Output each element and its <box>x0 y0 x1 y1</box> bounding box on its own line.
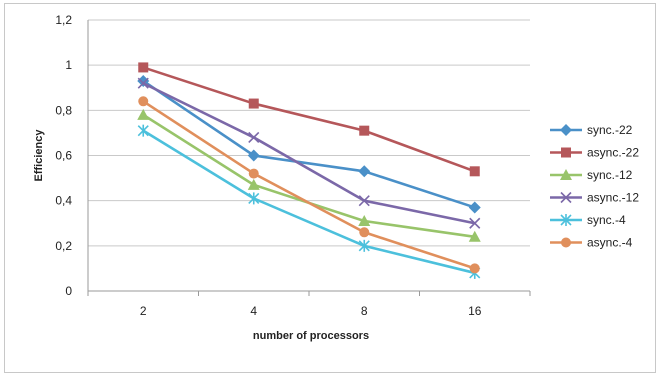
data-point <box>248 192 260 205</box>
legend-item: async.-4 <box>550 236 633 250</box>
data-point <box>469 217 481 229</box>
y-tick-label: 0 <box>65 284 72 298</box>
legend-item: sync.-4 <box>550 213 626 227</box>
y-tick-label: 0,6 <box>55 149 72 163</box>
series-async.-4 <box>138 96 480 274</box>
data-point <box>247 149 260 162</box>
x-tick-label: 4 <box>250 304 257 318</box>
data-point <box>248 98 259 109</box>
series-sync.-22 <box>137 74 481 214</box>
data-point <box>468 201 481 214</box>
legend-label: sync.-4 <box>587 213 626 227</box>
data-point <box>359 125 370 136</box>
series-line <box>142 66 476 173</box>
legend-label: async.-12 <box>587 191 639 205</box>
data-point <box>561 237 571 248</box>
y-tick-labels: 0 0,2 0,4 0,6 0,8 1 1,2 <box>55 13 72 298</box>
legend-item: sync.-12 <box>550 168 633 182</box>
y-tick-label: 0,4 <box>55 194 72 208</box>
x-tick-label: 8 <box>361 304 368 318</box>
data-point <box>560 191 572 204</box>
data-point <box>560 214 572 226</box>
data-point <box>560 169 572 180</box>
data-point <box>469 263 480 274</box>
series-line <box>142 82 476 225</box>
legend-label: async.-22 <box>587 146 639 160</box>
data-point <box>358 165 371 178</box>
legend: sync.-22 async.-22 sync.-12 async.-12 sync.-… <box>550 123 639 250</box>
y-tick-label: 1 <box>65 58 72 72</box>
series-layer <box>137 62 481 279</box>
series-async.-22 <box>138 62 480 177</box>
data-point <box>138 62 149 73</box>
x-axis-title: number of processors <box>253 330 369 342</box>
legend-label: sync.-22 <box>587 123 633 137</box>
legend-item: async.-12 <box>550 191 639 205</box>
series-sync.-4 <box>137 124 481 279</box>
data-point <box>248 168 259 179</box>
legend-label: sync.-12 <box>587 168 633 182</box>
data-point <box>560 124 572 136</box>
data-point <box>247 178 260 190</box>
data-point <box>138 96 149 107</box>
data-point <box>137 77 149 89</box>
series-async.-12 <box>137 77 481 229</box>
x-tick-label: 16 <box>468 304 482 318</box>
y-tick-label: 1,2 <box>55 13 72 27</box>
gridlines <box>87 19 531 296</box>
series-line <box>142 100 476 270</box>
x-tick-label: 2 <box>140 304 147 318</box>
data-point <box>137 108 150 120</box>
data-point <box>469 166 480 177</box>
data-point <box>358 239 370 252</box>
data-point <box>468 230 481 242</box>
y-tick-label: 0,8 <box>55 103 72 117</box>
data-point <box>358 214 371 226</box>
y-axis-title: Efficiency <box>33 129 45 182</box>
x-tick-labels: 2 4 8 16 <box>140 304 482 318</box>
legend-label: async.-4 <box>587 236 633 250</box>
data-point <box>137 124 149 137</box>
legend-item: async.-22 <box>550 146 639 160</box>
series-line <box>142 79 476 209</box>
data-point <box>359 227 370 238</box>
legend-item: sync.-22 <box>550 123 633 137</box>
data-point <box>248 131 260 143</box>
series-line <box>142 129 476 275</box>
y-tick-label: 0,2 <box>55 239 72 253</box>
data-point <box>561 147 571 158</box>
data-point <box>358 195 370 207</box>
